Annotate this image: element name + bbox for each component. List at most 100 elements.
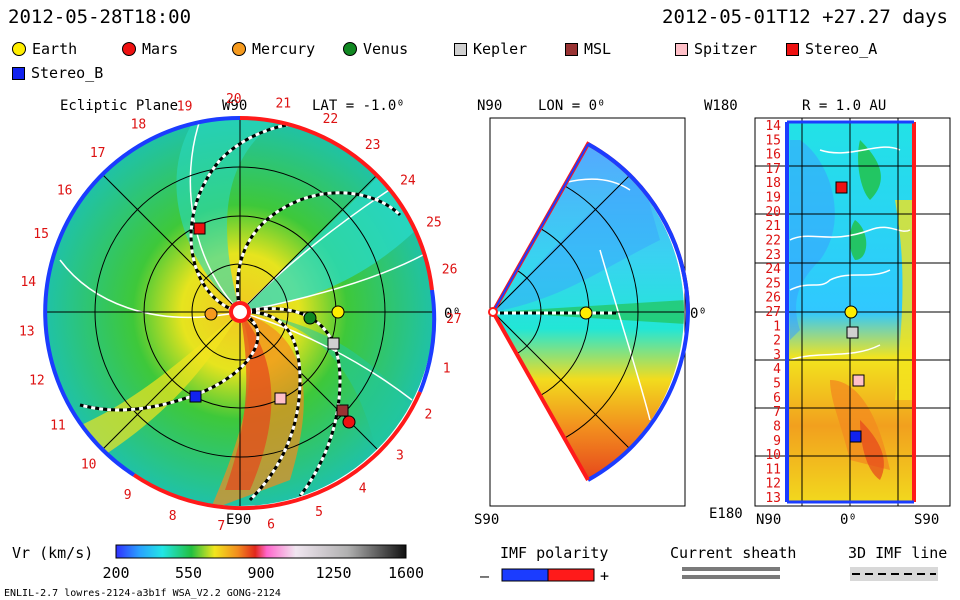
- legend-item: Mars: [122, 40, 178, 58]
- legend-item: Mercury: [232, 40, 315, 58]
- r-map-y-tick: 25: [765, 276, 781, 291]
- legend-item: Venus: [343, 40, 408, 58]
- spitzer-ecliptic-marker: [274, 392, 287, 405]
- earth-r-map-marker: [844, 305, 858, 319]
- rotation-label: 25: [426, 216, 442, 231]
- rotation-label: 14: [20, 275, 36, 290]
- imf-3d-line-title: 3D IMF line: [848, 544, 947, 562]
- colorbar-label: Vr (km/s): [12, 544, 93, 562]
- r-map-y-tick: 20: [765, 205, 781, 220]
- r-map-bottom-label: E180: [709, 506, 743, 522]
- r-map-y-tick: 8: [773, 420, 781, 435]
- legend-label: Venus: [363, 40, 409, 58]
- r-map-y-tick: 1: [773, 319, 781, 334]
- stereo-b-r-map-marker: [849, 430, 862, 443]
- r-map-x-tick: S90: [914, 512, 939, 528]
- date-right: 2012-05-01T12 +27.27 days: [662, 6, 948, 28]
- r-map-y-tick: 18: [765, 176, 781, 191]
- meridional-right-label: 0⁰: [690, 306, 707, 322]
- r-map-y-tick: 10: [765, 448, 781, 463]
- r-1au-map-plot: W180 R = 1.0 AU E180 1415161718192021222…: [704, 98, 951, 528]
- legend-item: Earth: [12, 40, 77, 58]
- stereo-a-marker-icon: [786, 42, 799, 56]
- colorbar-tick: 1600: [388, 564, 424, 582]
- rotation-label: 23: [365, 138, 381, 153]
- meridional-bottom-label: S90: [474, 512, 499, 528]
- r-map-y-tick: 24: [765, 262, 781, 277]
- legend-label: Earth: [32, 40, 78, 58]
- kepler-r-map-marker: [846, 326, 859, 339]
- legend-label: MSL: [584, 40, 612, 58]
- ecliptic-right-label: 0⁰: [444, 306, 461, 322]
- legend-label: Stereo_A: [805, 40, 878, 58]
- colorbar-tick: 900: [247, 564, 274, 582]
- rotation-label: 19: [177, 99, 193, 114]
- rotation-label: 3: [396, 448, 404, 463]
- date-left: 2012-05-28T18:00: [8, 6, 192, 28]
- r-map-y-tick: 13: [765, 491, 781, 506]
- rotation-label: 6: [267, 518, 275, 533]
- velocity-colorbar: Vr (km/s) 200 550 900 1250 1600: [12, 544, 424, 582]
- rotation-label: 27: [446, 312, 462, 327]
- legend-label: Kepler: [473, 40, 528, 58]
- rotation-label: 21: [275, 96, 291, 111]
- current-sheath-line: [682, 567, 780, 571]
- r-map-top-label: W180: [704, 98, 738, 114]
- rotation-label: 15: [33, 227, 49, 242]
- rotation-label: 22: [323, 112, 339, 127]
- rotation-label: 20: [226, 92, 242, 107]
- r-map-y-tick: 16: [765, 148, 781, 163]
- rotation-label: 18: [131, 118, 147, 133]
- imf-3d-line-key: 3D IMF line: [848, 544, 947, 581]
- run-info: ENLIL-2.7 lowres-2124-a3b1f WSA_V2.2 GON…: [4, 588, 281, 599]
- rotation-label: 4: [359, 481, 367, 496]
- rotation-label: 24: [400, 173, 416, 188]
- mars-ecliptic-marker: [342, 415, 356, 429]
- r-map-y-tick: 23: [765, 248, 781, 263]
- imf-plus-label: +: [600, 567, 609, 585]
- r-map-y-tick: 12: [765, 477, 781, 492]
- imf-polarity-title: IMF polarity: [500, 544, 608, 562]
- r-map-y-tick: 6: [773, 391, 781, 406]
- r-map-y-tick: 14: [765, 119, 781, 134]
- msl-ecliptic-marker: [336, 404, 349, 417]
- rotation-label: 13: [19, 325, 35, 340]
- colorbar-tick: 1250: [315, 564, 351, 582]
- imf-polarity-key: IMF polarity – +: [480, 544, 609, 585]
- legend-item: Stereo_B: [12, 64, 103, 82]
- stereo-b-marker-icon: [12, 66, 25, 80]
- venus-marker-icon: [343, 42, 357, 56]
- current-sheath-line: [682, 575, 780, 579]
- meridional-title: LON = 0⁰: [538, 98, 605, 114]
- r-map-y-tick: 22: [765, 234, 781, 249]
- venus-ecliptic-marker: [303, 311, 317, 325]
- ecliptic-top-label: W90: [222, 98, 247, 114]
- legend-item: MSL: [565, 40, 611, 58]
- stereo-b-ecliptic-marker: [189, 390, 202, 403]
- mars-marker-icon: [122, 42, 136, 56]
- ecliptic-plane-plot: Ecliptic Plane LAT = -1.0⁰ W90 E90 0⁰ 19…: [19, 92, 462, 534]
- imf-minus-label: –: [480, 567, 490, 585]
- r-map-y-tick: 5: [773, 377, 781, 392]
- sun-marker: [229, 301, 251, 323]
- r-map-x-tick: N90: [756, 512, 781, 528]
- r-map-y-tick: 3: [773, 348, 781, 363]
- ecliptic-lat: LAT = -1.0⁰: [312, 98, 405, 114]
- r-map-y-tick: 15: [765, 133, 781, 148]
- mercury-marker-icon: [232, 42, 246, 56]
- r-map-y-tick: 21: [765, 219, 781, 234]
- r-map-y-tick: 27: [765, 305, 781, 320]
- rotation-label: 10: [81, 457, 97, 472]
- kepler-ecliptic-marker: [327, 337, 340, 350]
- rotation-label: 16: [57, 183, 73, 198]
- rotation-label: 26: [442, 263, 458, 278]
- rotation-label: 12: [29, 373, 45, 388]
- ecliptic-title: Ecliptic Plane: [60, 98, 178, 114]
- r-map-y-tick: 2: [773, 334, 781, 349]
- colorbar-tick: 200: [102, 564, 129, 582]
- rotation-label: 1: [443, 361, 451, 376]
- mercury-ecliptic-marker: [204, 307, 218, 321]
- rotation-label: 7: [217, 519, 225, 534]
- r-map-y-tick: 26: [765, 291, 781, 306]
